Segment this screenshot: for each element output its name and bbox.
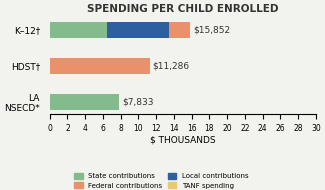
Bar bbox=[169, 22, 190, 38]
Text: $7,833: $7,833 bbox=[122, 97, 153, 106]
Legend: State contributions, Federal contributions, Federal COVID-19
relief spending, Lo: State contributions, Federal contributio… bbox=[72, 170, 251, 190]
Text: $15,852: $15,852 bbox=[193, 26, 230, 35]
Bar bbox=[50, 93, 119, 110]
X-axis label: $ THOUSANDS: $ THOUSANDS bbox=[150, 135, 215, 145]
Text: $11,286: $11,286 bbox=[152, 61, 189, 70]
Bar bbox=[50, 22, 107, 38]
Bar bbox=[107, 22, 169, 38]
Bar bbox=[50, 58, 150, 74]
Title: SPENDING PER CHILD ENROLLED: SPENDING PER CHILD ENROLLED bbox=[87, 4, 279, 14]
